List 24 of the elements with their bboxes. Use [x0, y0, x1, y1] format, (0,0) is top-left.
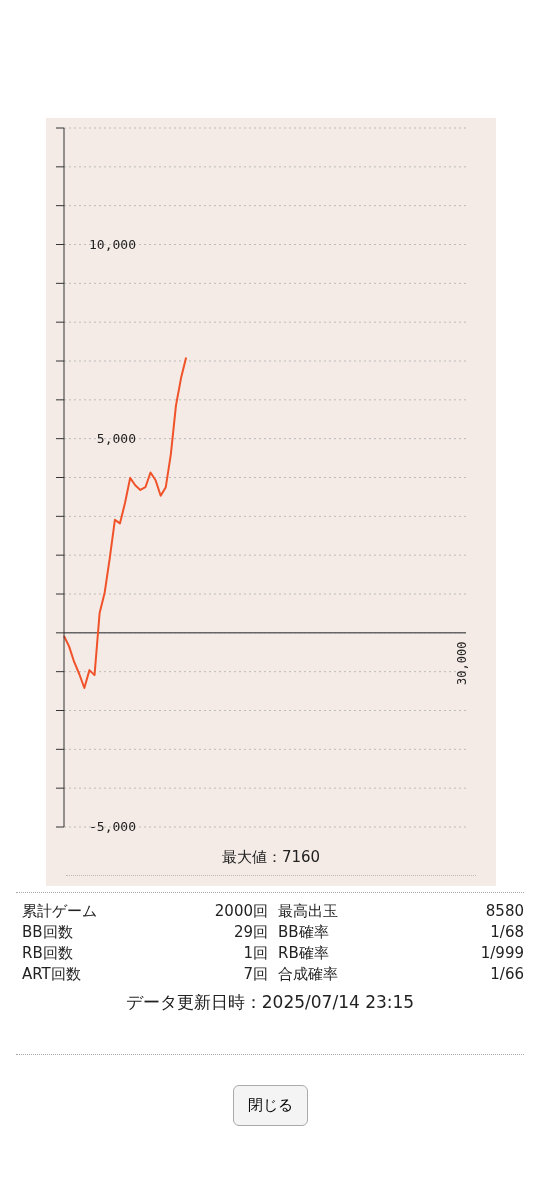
text: 1回: [242, 943, 268, 964]
text: 1/999: [479, 943, 524, 964]
text: 合成確率: [278, 964, 339, 985]
text: RB確率: [278, 943, 330, 964]
line-series: [63, 356, 188, 689]
y-tick-label: -5,000: [89, 819, 136, 834]
text: 1/66: [489, 964, 524, 985]
text: 最大値：7160: [220, 848, 322, 867]
text: 閉じる: [232, 1085, 308, 1126]
y-tick-label: 5,000: [96, 430, 136, 446]
text: データ更新日時：2025/07/14 23:15: [124, 991, 416, 1014]
text: 2000回: [213, 901, 268, 922]
annotation: 30,000: [455, 641, 469, 685]
y-tick-label: 10,000: [89, 236, 136, 252]
text: BB確率: [278, 922, 330, 943]
text: 29回: [232, 922, 268, 943]
text: RB回数: [22, 943, 74, 964]
text: 1/68: [489, 922, 524, 943]
text: 8580: [484, 901, 524, 922]
text: ART回数: [22, 964, 82, 985]
text: 最高出玉: [278, 901, 339, 922]
text: 累計ゲーム: [22, 901, 98, 922]
text: BB回数: [22, 922, 74, 943]
text: 7回: [242, 964, 268, 985]
